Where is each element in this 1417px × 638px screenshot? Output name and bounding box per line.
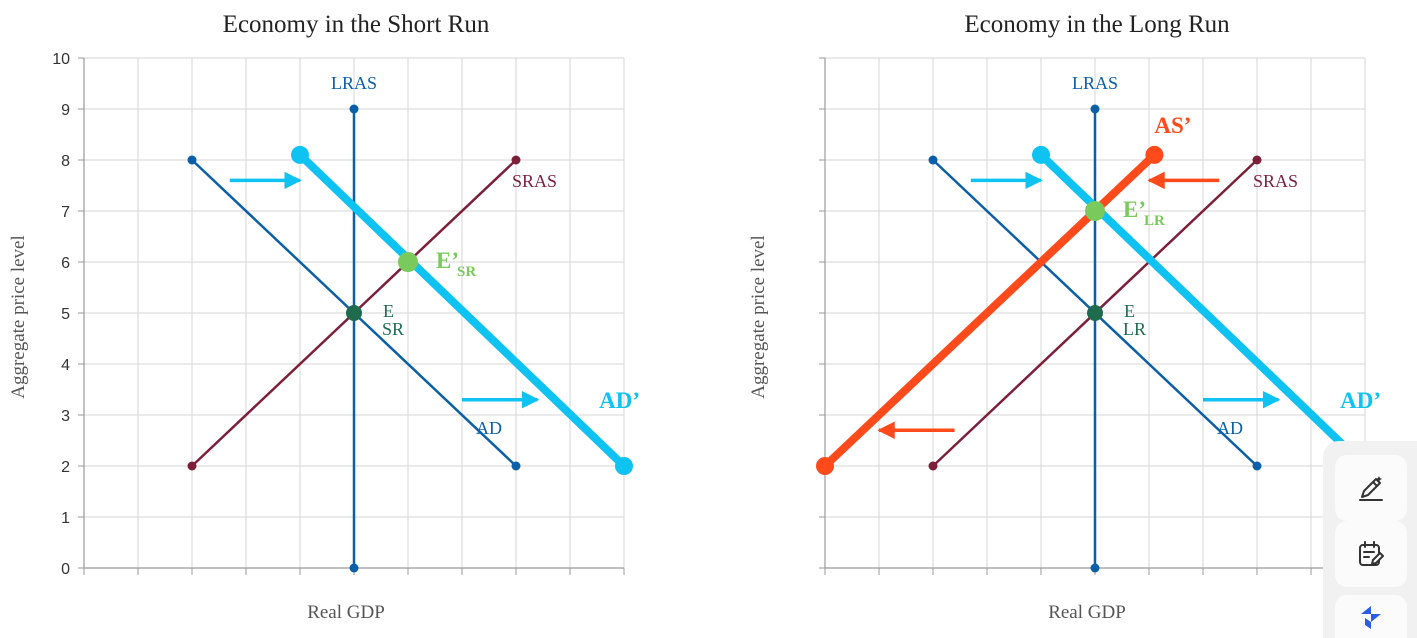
equilibrium-label: E LR	[1123, 301, 1146, 339]
pencil-sparkle-button[interactable]	[1335, 455, 1407, 521]
equilibrium-label: E SR	[382, 301, 404, 339]
chart-panel-2: Economy in the Long Run Real GDP Aggregate…	[748, 11, 1381, 623]
y-tick-label: 4	[61, 357, 70, 374]
y-tick-label: 7	[61, 204, 70, 221]
series-label: AD’	[599, 388, 640, 413]
series-label: AD’	[1340, 388, 1381, 413]
series-point	[349, 104, 359, 114]
equilibrium-point	[346, 305, 362, 321]
series-point	[187, 155, 197, 165]
series-point	[1252, 155, 1262, 165]
series-line-ad	[296, 150, 628, 470]
pencil-sparkle-icon	[1359, 476, 1383, 501]
y-tick-label: 10	[52, 51, 70, 68]
series-line-as	[821, 150, 1159, 470]
series-point	[187, 461, 197, 471]
chart-title: Economy in the Short Run	[223, 11, 490, 38]
chart-panel-1: 0 1 2 3 4 5 6 7 8 9 10 Economy in the Short Run Real…	[8, 11, 640, 623]
app-logo-button[interactable]	[1335, 595, 1407, 638]
x-axis-title: Real GDP	[307, 602, 385, 623]
series-point	[511, 461, 521, 471]
app-logo-icon	[1361, 605, 1381, 629]
y-tick-label: 5	[61, 306, 70, 323]
series-point	[1090, 104, 1100, 114]
equilibrium-point	[1087, 305, 1103, 321]
y-tick-label: 8	[61, 153, 70, 170]
side-toolbar	[1323, 441, 1417, 638]
y-tick-label: 1	[61, 510, 70, 527]
series-point	[291, 145, 309, 164]
series-label: AS’	[1154, 113, 1191, 138]
equilibrium-point	[1085, 201, 1105, 221]
x-axis-title: Real GDP	[1048, 602, 1126, 623]
y-axis-title: Aggregate price level	[748, 235, 769, 399]
y-tick-label: 6	[61, 255, 70, 272]
series-point	[349, 563, 359, 573]
series-point	[1032, 145, 1050, 164]
chart-title: Economy in the Long Run	[964, 11, 1230, 38]
series-point	[511, 155, 521, 165]
series-label: LRAS	[331, 73, 377, 93]
series-label: SRAS	[512, 171, 557, 191]
series-point	[928, 461, 938, 471]
series-point	[1090, 563, 1100, 573]
y-tick-label: 0	[61, 561, 70, 578]
series-point	[928, 155, 938, 165]
series-label: AD	[1217, 418, 1243, 438]
calendar-edit-button[interactable]	[1335, 521, 1407, 587]
equilibrium-point	[398, 252, 418, 272]
equilibrium-label: E’SR	[436, 248, 476, 280]
series-label: AD	[476, 418, 502, 438]
equilibrium-label: E’LR	[1123, 197, 1165, 229]
series-point	[1145, 145, 1164, 164]
y-tick-label: 3	[61, 408, 70, 425]
series-label: SRAS	[1253, 171, 1298, 191]
y-axis-title: Aggregate price level	[8, 235, 29, 399]
series-point	[615, 457, 633, 475]
series-point	[1252, 461, 1262, 471]
y-tick-label: 9	[61, 102, 70, 119]
series-point	[816, 457, 834, 475]
calendar-edit-icon	[1359, 541, 1384, 566]
series-label: LRAS	[1072, 73, 1118, 93]
y-tick-label: 2	[61, 459, 70, 476]
